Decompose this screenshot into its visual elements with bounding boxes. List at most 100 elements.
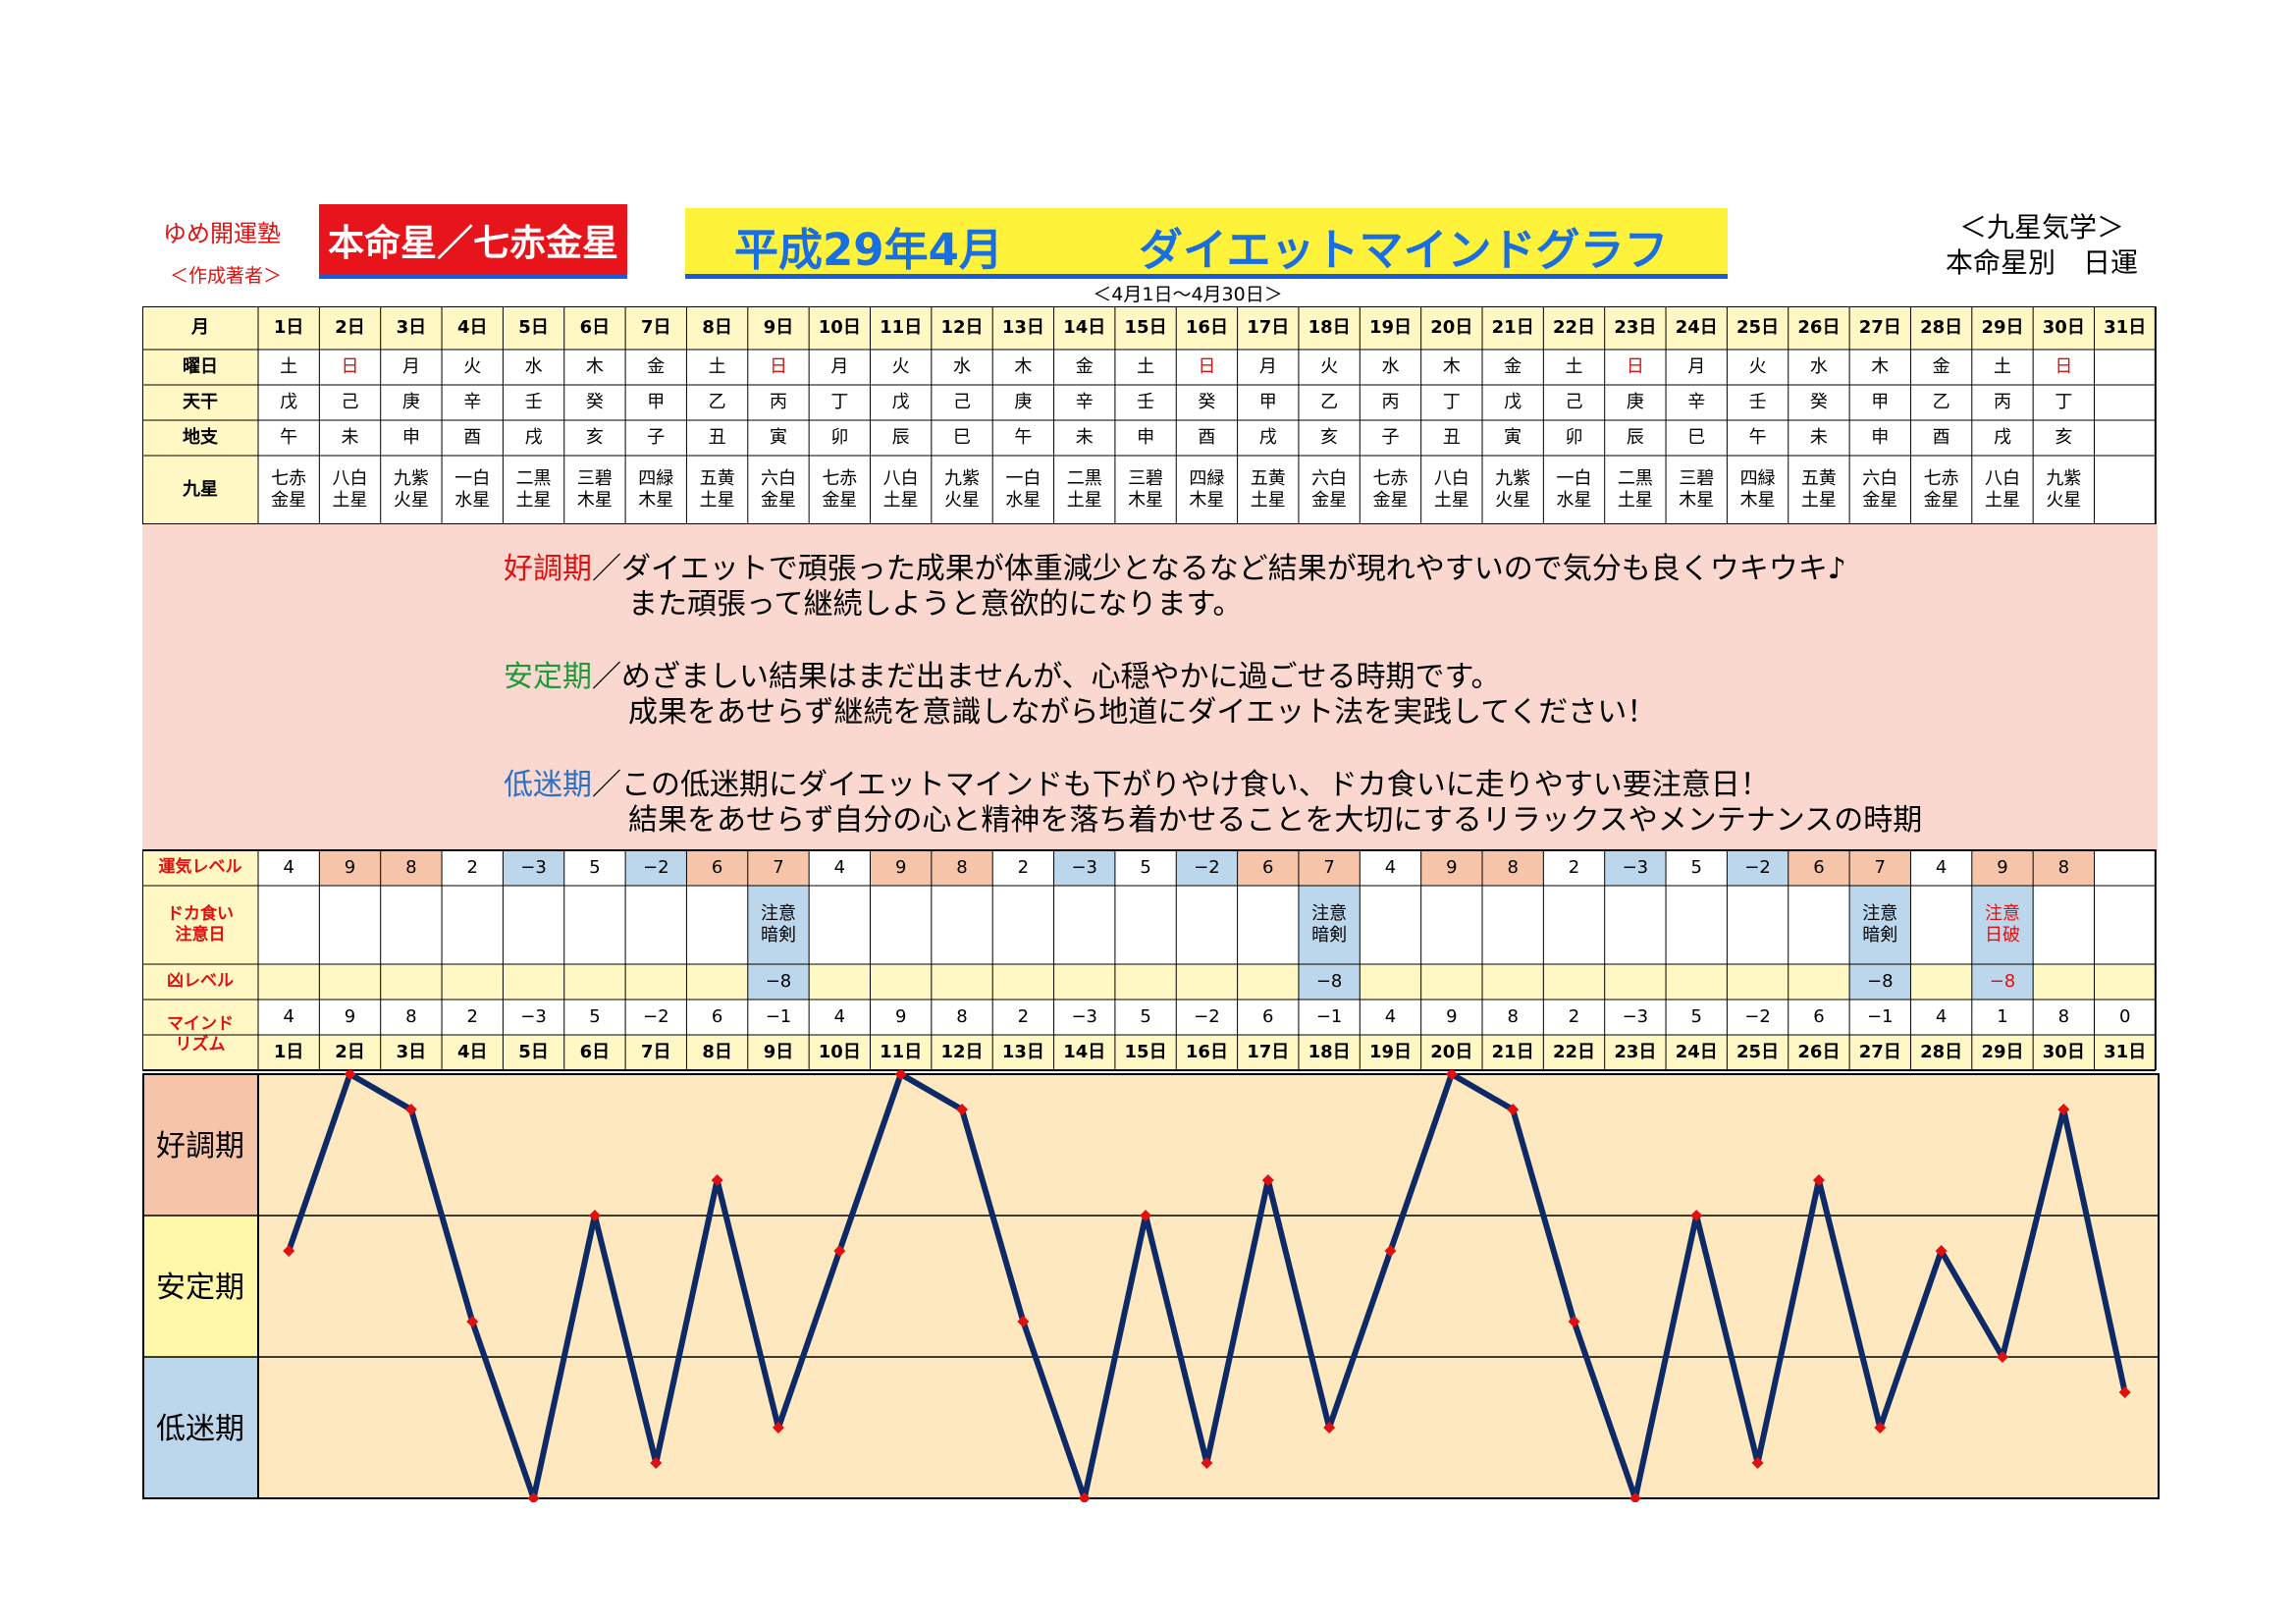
kyo-cell (1237, 964, 1299, 1000)
day-header: 6日 (563, 306, 626, 350)
kyusei-top: 一白 (1556, 467, 1592, 489)
doka-cell (992, 886, 1054, 964)
doka-cell (931, 886, 993, 964)
doka-cell (2033, 886, 2095, 964)
mind-cell: 9 (344, 1005, 356, 1027)
chishi-cell: 戌 (524, 426, 543, 448)
kyusei-cell: 八白 土星 (1421, 456, 1482, 524)
data-point (1507, 1104, 1520, 1115)
tenkan-cell: 丁 (1442, 391, 1461, 412)
data-point (2057, 1104, 2070, 1115)
weekday-cell: 日 (1198, 355, 1216, 377)
kyo-cell (1176, 964, 1238, 1000)
tenkan-cell: 辛 (463, 391, 482, 412)
good-text-1: ／ダイエットで頑張った成果が体重減少となるなど結果が現れやすいので気分も良くウキ… (592, 552, 1846, 586)
data-point (1140, 1210, 1152, 1221)
mind-cell: 9 (1446, 1005, 1458, 1027)
chishi-cell: 申 (401, 426, 420, 448)
kyusei-top: 八白 (882, 467, 919, 489)
day-header: 20日 (1420, 306, 1482, 350)
kyusei-bottom: 火星 (944, 490, 981, 511)
doka-top: 注意 (1311, 902, 1348, 924)
weekday-cell: 水 (1381, 355, 1400, 377)
day-footer: 16日 (1176, 1035, 1238, 1070)
day-header: 24日 (1666, 306, 1728, 350)
weekday-cell: 月 (401, 355, 420, 377)
tenkan-cell: 丙 (1381, 391, 1400, 412)
chishi-cell: 申 (1871, 426, 1890, 448)
kyo-cell: −8 (1298, 964, 1361, 1000)
kyusei-top: 七赤 (1923, 467, 1959, 489)
weekday-cell: 水 (1809, 355, 1828, 377)
day-header: 2日 (319, 306, 381, 350)
kyusei-cell: 五黄 土星 (686, 456, 747, 524)
kyusei-top: 三碧 (1679, 467, 1715, 489)
kyusei-bottom: 木星 (638, 490, 674, 511)
kyo-cell (563, 964, 626, 1000)
weekday-cell: 火 (1320, 355, 1339, 377)
kyusei-bottom: 金星 (271, 490, 307, 511)
doka-cell (1420, 886, 1482, 964)
chishi-cell: 未 (1809, 426, 1828, 448)
tenkan-cell: 戊 (891, 391, 910, 412)
unki-cell: 7 (1849, 850, 1911, 886)
data-point (283, 1245, 295, 1257)
kyo-cell: −8 (1971, 964, 2034, 1000)
label-mind: マインド リズム (142, 1000, 258, 1070)
chishi-cell: 寅 (1504, 426, 1522, 448)
unki-cell: 5 (1666, 850, 1728, 886)
doka-cell: 注意 暗剣 (747, 886, 810, 964)
day-header: 13日 (992, 306, 1054, 350)
tenkan-cell: 辛 (1687, 391, 1706, 412)
day-footer: 2日 (319, 1035, 381, 1070)
mind-cell: 6 (711, 1005, 723, 1027)
data-point (1261, 1174, 1274, 1186)
kyo-cell (2094, 964, 2156, 1000)
mind-cell: 6 (1262, 1005, 1274, 1027)
chishi-cell: 戌 (1258, 426, 1277, 448)
kyo-cell (931, 964, 993, 1000)
kyo-cell (1604, 964, 1667, 1000)
mind-cell: 5 (1140, 1005, 1151, 1027)
data-point (1874, 1422, 1887, 1434)
data-point (1629, 1492, 1641, 1502)
day-header: 27日 (1849, 306, 1911, 350)
kyusei-cell: 七赤 金星 (1910, 456, 1971, 524)
band-label-bg (143, 1074, 258, 1216)
doka-top: 注意 (760, 902, 796, 924)
chishi-cell: 卯 (1565, 426, 1583, 448)
mind-cell: −3 (1622, 1005, 1649, 1027)
chishi-cell: 未 (1075, 426, 1094, 448)
tenkan-cell: 丙 (1993, 391, 2011, 412)
data-point (711, 1174, 723, 1186)
doka-cell (1604, 886, 1667, 964)
doka-cell (442, 886, 504, 964)
unki-cell: 4 (258, 850, 320, 886)
doka-cell (1114, 886, 1177, 964)
weekday-cell: 日 (2055, 355, 2073, 377)
kyo-cell: −8 (747, 964, 810, 1000)
tenkan-cell: 壬 (1137, 391, 1155, 412)
day-footer: 6日 (563, 1035, 626, 1070)
kyusei-cell: 二黒 土星 (1054, 456, 1115, 524)
data-point (650, 1457, 663, 1469)
label-doka-1: ドカ食い (167, 903, 234, 924)
stable-line-1: 安定期／めざましい結果はまだ出ませんが、心穏やかに過ごせる時期です。 (504, 652, 1501, 695)
chishi-cell: 丑 (1442, 426, 1461, 448)
school-name: ゆめ開運塾 (163, 220, 281, 247)
kyusei-top: 七赤 (1372, 467, 1409, 489)
day-footer: 24日 (1666, 1035, 1728, 1070)
day-footer: 8日 (686, 1035, 748, 1070)
unki-cell: −3 (1053, 850, 1115, 886)
day-footer: 25日 (1727, 1035, 1789, 1070)
label-tenkan: 天干 (142, 385, 258, 420)
tenkan-cell: 己 (341, 391, 359, 412)
day-footer: 27日 (1849, 1035, 1911, 1070)
doka-cell: 注意 暗剣 (1849, 886, 1911, 964)
tenkan-cell: 庚 (1014, 391, 1033, 412)
chishi-cell: 酉 (1932, 426, 1950, 448)
tenkan-cell: 甲 (1258, 391, 1277, 412)
data-point (344, 1070, 356, 1080)
unki-cell: 6 (1788, 850, 1850, 886)
mind-cell: 2 (1017, 1005, 1030, 1027)
